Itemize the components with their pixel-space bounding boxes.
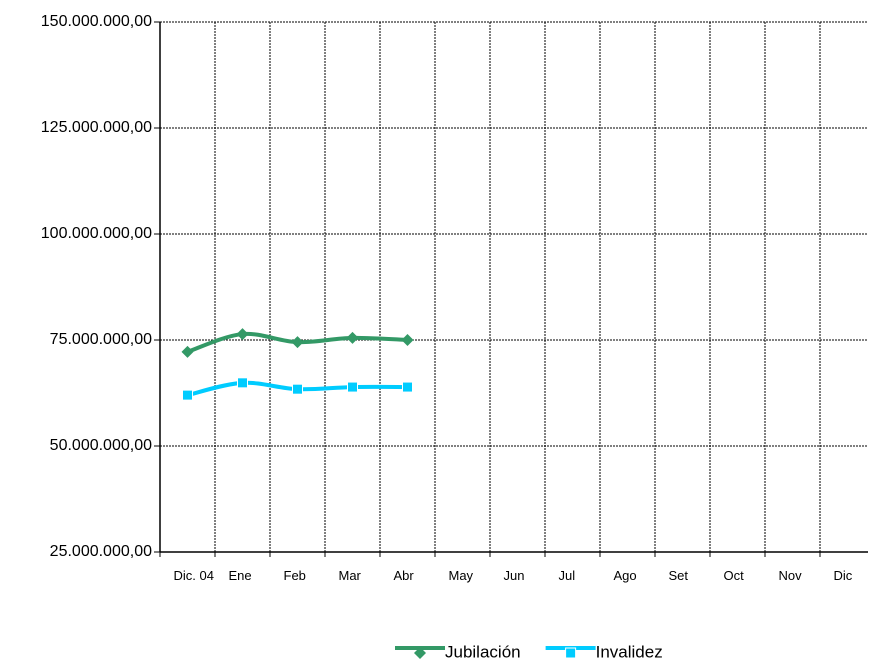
x-tick-label: Set xyxy=(668,568,689,583)
legend-label: Invalidez xyxy=(596,642,663,661)
x-tick-label: Mar xyxy=(338,568,361,583)
x-tick-label: Jul xyxy=(558,568,576,583)
y-tick-label: 100.000.000,00 xyxy=(41,225,152,242)
legend-item: Invalidez xyxy=(545,642,663,661)
marker xyxy=(347,381,358,393)
x-tick-label: Oct xyxy=(723,568,744,583)
x-tick-label: Nov xyxy=(778,568,802,583)
marker xyxy=(291,336,304,349)
x-tick-label: Dic. 04 xyxy=(173,568,214,583)
x-tick-label: May xyxy=(448,568,474,583)
y-tick-label: 125.000.000,00 xyxy=(41,119,152,136)
x-tick-label: Abr xyxy=(393,568,414,583)
y-tick-label: 50.000.000,00 xyxy=(50,437,152,454)
y-tick-label: 150.000.000,00 xyxy=(41,13,152,30)
legend-label: Jubilación xyxy=(445,642,521,661)
marker xyxy=(346,331,359,344)
marker xyxy=(237,377,248,389)
marker xyxy=(565,647,577,659)
x-tick-label: Jun xyxy=(503,568,525,583)
x-tick-label: Dic xyxy=(833,568,853,583)
marker xyxy=(401,334,414,346)
x-tick-label: Ene xyxy=(228,568,252,583)
y-tick-label: 25.000.000,00 xyxy=(50,543,152,560)
x-tick-label: Ago xyxy=(613,568,637,583)
legend-item: Jubilación xyxy=(395,642,521,661)
marker xyxy=(292,383,303,395)
y-tick-label: 75.000.000,00 xyxy=(50,331,152,348)
marker xyxy=(402,381,413,393)
marker xyxy=(236,328,249,341)
marker xyxy=(181,345,194,358)
x-tick-label: Feb xyxy=(283,568,306,583)
marker xyxy=(414,647,426,659)
marker xyxy=(182,389,193,401)
